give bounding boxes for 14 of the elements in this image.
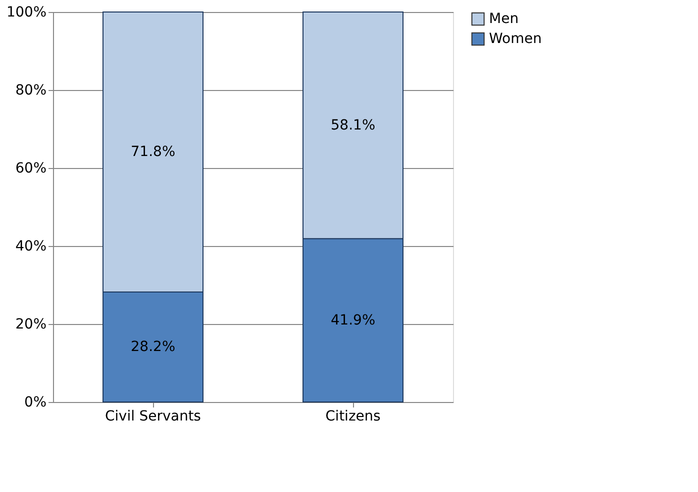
data-label: 71.8% [130, 144, 176, 160]
x-tick-label: Civil Servants [105, 408, 201, 424]
y-tick-label: 80% [15, 82, 46, 98]
data-label: 41.9% [330, 312, 376, 328]
y-tick-label: 20% [15, 316, 46, 332]
data-label: 28.2% [130, 339, 176, 356]
legend-label: Men [489, 11, 519, 27]
legend-label: Women [489, 31, 542, 47]
y-tick-label: 100% [6, 4, 46, 20]
x-tick-label: Citizens [325, 408, 381, 424]
data-label: 58.1% [330, 117, 376, 134]
y-tick-label: 40% [15, 238, 46, 254]
y-tick-label: 60% [15, 160, 46, 176]
y-tick-label: 0% [24, 394, 46, 410]
